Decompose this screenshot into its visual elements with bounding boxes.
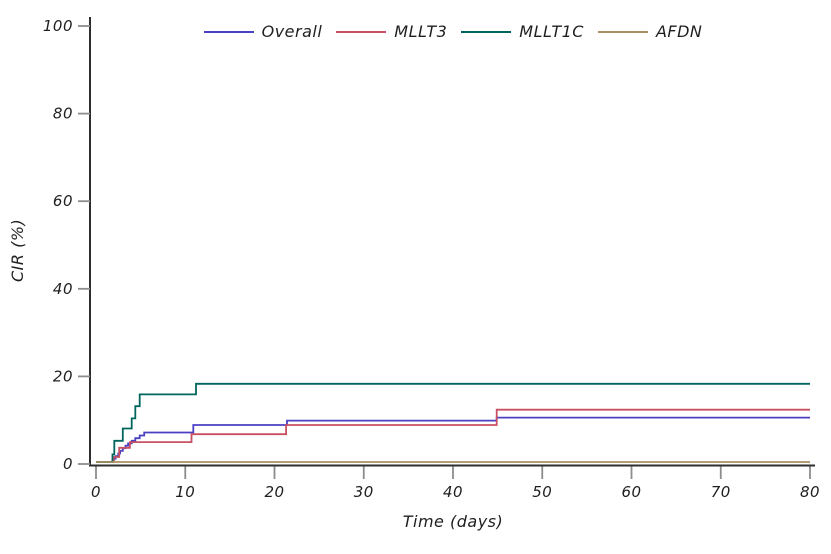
- x-tick-label: 50: [532, 483, 552, 501]
- y-tick-label: 100: [43, 17, 73, 35]
- x-tick-label: 10: [175, 483, 195, 501]
- legend-item-afdn: AFDN: [597, 22, 703, 41]
- series-line-mllt3: [96, 408, 810, 463]
- y-axis-label: CIR (%): [8, 218, 27, 282]
- y-tick-label: 80: [53, 105, 73, 123]
- chart-legend: Overall MLLT3 MLLT1C AFDN: [96, 22, 810, 41]
- series-line-overall: [96, 416, 810, 463]
- y-tick-label: 20: [53, 367, 73, 385]
- legend-label: AFDN: [655, 22, 703, 41]
- legend-item-mllt3: MLLT3: [336, 22, 447, 41]
- legend-item-mllt1c: MLLT1C: [461, 22, 584, 41]
- series-line-mllt1c: [96, 382, 810, 463]
- legend-label: Overall: [261, 22, 323, 41]
- x-axis-label: Time (days): [402, 512, 504, 531]
- x-tick-label: 30: [354, 483, 374, 501]
- legend-line-swatch: [336, 30, 387, 33]
- y-tick-label: 60: [53, 192, 73, 210]
- x-tick-label: 80: [800, 483, 820, 501]
- y-tick-label: 0: [63, 455, 73, 473]
- x-tick-label: 0: [91, 483, 101, 501]
- legend-line-swatch: [203, 30, 254, 33]
- legend-item-overall: Overall: [203, 22, 323, 41]
- x-tick-label: 60: [621, 483, 641, 501]
- x-tick-label: 20: [264, 483, 284, 501]
- legend-line-swatch: [597, 30, 648, 33]
- x-tick-label: 40: [443, 483, 463, 501]
- x-tick-label: 70: [711, 483, 731, 501]
- legend-line-swatch: [461, 30, 512, 33]
- legend-label: MLLT1C: [519, 22, 584, 41]
- y-tick-label: 40: [53, 280, 73, 298]
- legend-label: MLLT3: [394, 22, 448, 41]
